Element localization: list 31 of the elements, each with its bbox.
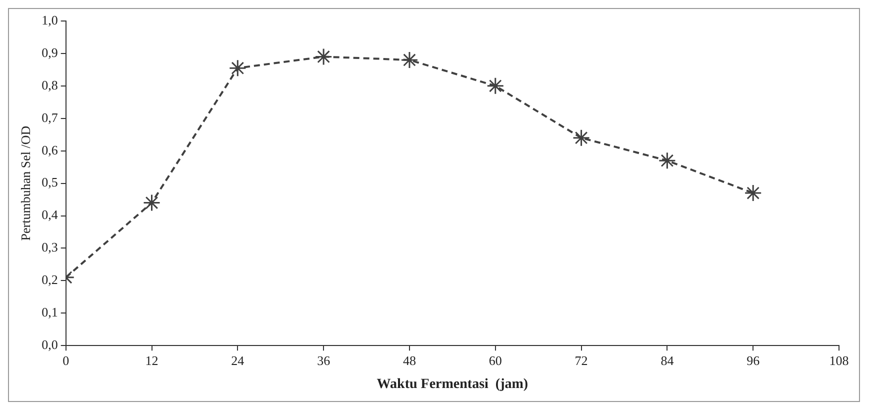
- x-tick-label: 24: [231, 352, 245, 368]
- y-tick-label: 0,0: [42, 337, 58, 352]
- point: [314, 48, 332, 66]
- y-tick-label: 0,1: [42, 304, 58, 320]
- point: [744, 184, 762, 202]
- y-tick-label: 1,0: [42, 12, 58, 28]
- x-tick-label: 12: [145, 352, 158, 368]
- y-axis-title: Pertumbuhan Sel /OD: [18, 126, 34, 241]
- y-tick-label: 0,8: [42, 77, 58, 92]
- x-tick-label: 84: [660, 352, 674, 368]
- point: [228, 59, 246, 77]
- y-tick-label: 0,3: [42, 240, 58, 255]
- x-tick-label: 108: [829, 352, 849, 368]
- y-tick-label: 0,7: [42, 110, 58, 125]
- point: [572, 129, 590, 147]
- y-tick-label: 0,5: [42, 174, 58, 190]
- point: [658, 152, 676, 170]
- y-tick-label: 0,9: [42, 44, 58, 60]
- x-axis-title: Waktu Fermentasi (jam): [376, 377, 528, 392]
- x-tick-label: 72: [574, 352, 588, 368]
- x-tick-label: 96: [746, 352, 760, 368]
- point: [400, 51, 418, 69]
- x-tick-label: 36: [317, 352, 331, 368]
- point: [143, 194, 161, 212]
- y-tick-label: 0,2: [42, 272, 58, 288]
- point: [486, 77, 504, 95]
- x-tick-label: 48: [402, 352, 416, 368]
- x-tick-label: 60: [488, 352, 502, 368]
- y-tick-label: 0,6: [42, 142, 58, 158]
- y-tick-label: 0,4: [42, 207, 58, 222]
- x-tick-label: 0: [62, 352, 70, 368]
